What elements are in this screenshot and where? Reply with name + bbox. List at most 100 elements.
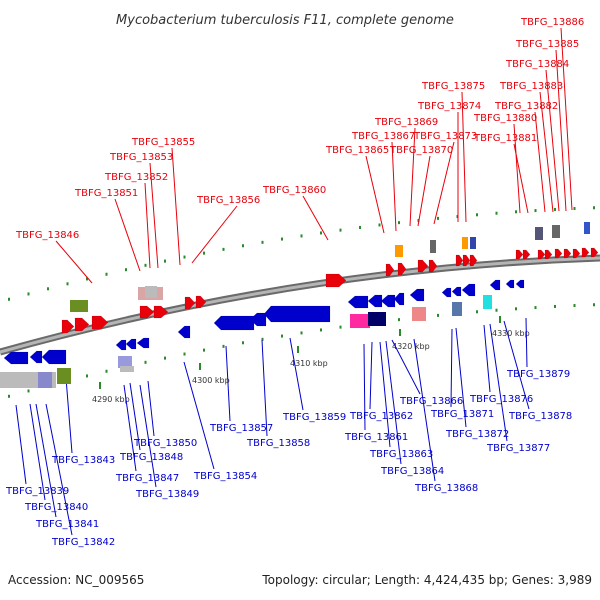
tick-dot bbox=[281, 334, 283, 338]
forward-label-connector bbox=[302, 195, 329, 241]
tick-dot bbox=[144, 263, 147, 267]
reverse-gene-label: TBFG_13839 bbox=[5, 486, 69, 497]
reverse-label-connector bbox=[261, 339, 268, 437]
reverse-label-connector bbox=[489, 323, 508, 442]
reverse-label-connector bbox=[525, 317, 528, 368]
tick-dot bbox=[222, 247, 225, 251]
reverse-gene-arrow bbox=[29, 350, 43, 364]
forward-gene-arrow bbox=[462, 254, 471, 267]
genome-summary-text: Topology: circular; Length: 4,424,435 bp… bbox=[262, 573, 592, 587]
tick-dot bbox=[476, 310, 478, 314]
forward-label-connector bbox=[513, 143, 529, 214]
forward-gene-label: TBFG_13881 bbox=[473, 133, 537, 144]
forward-gene-arrow bbox=[139, 305, 155, 319]
reverse-gene-label: TBFG_13863 bbox=[369, 449, 433, 460]
forward-label-connector bbox=[560, 27, 573, 211]
tick-dot bbox=[183, 255, 186, 259]
reverse-label-connector bbox=[183, 361, 215, 470]
tick-dot bbox=[495, 211, 498, 215]
reverse-gene-label: TBFG_13842 bbox=[51, 537, 115, 548]
tick-dot bbox=[534, 306, 537, 310]
tick-dot bbox=[281, 237, 283, 241]
forward-label-connector bbox=[55, 240, 93, 284]
tick-dot bbox=[222, 344, 225, 348]
reverse-label-connector bbox=[15, 404, 27, 485]
tick-dot bbox=[320, 328, 322, 332]
reverse-label-connector bbox=[483, 324, 491, 393]
tick-dot bbox=[47, 287, 49, 291]
forward-gene-arrow bbox=[469, 254, 478, 267]
forward-gene-arrow bbox=[153, 305, 169, 319]
backbone-highlight bbox=[0, 256, 600, 354]
reverse-label-connector bbox=[369, 341, 373, 410]
reverse-gene-arrow bbox=[249, 312, 267, 327]
reverse-gene-label: TBFG_13849 bbox=[135, 489, 199, 500]
reverse-label-connector bbox=[385, 340, 402, 465]
reverse-label-connector bbox=[413, 338, 436, 482]
tick-dot bbox=[86, 277, 88, 281]
tick-dot bbox=[593, 206, 595, 210]
forward-gene-label: TBFG_13873 bbox=[413, 131, 477, 142]
reverse-label-connector bbox=[29, 403, 46, 501]
reverse-label-connector bbox=[147, 380, 155, 437]
tick-dot bbox=[105, 272, 108, 276]
gene-box bbox=[452, 302, 462, 316]
forward-gene-label: TBFG_13865 bbox=[325, 145, 389, 156]
tick-dot bbox=[66, 282, 69, 286]
reverse-label-connector bbox=[503, 320, 530, 410]
tick-dot bbox=[125, 268, 127, 272]
forward-gene-arrow bbox=[184, 296, 196, 310]
tick-dot bbox=[203, 348, 205, 352]
reverse-gene-label: TBFG_13877 bbox=[486, 443, 550, 454]
tick-dot bbox=[27, 292, 30, 296]
tick-dot bbox=[183, 352, 186, 356]
forward-gene-label: TBFG_13846 bbox=[15, 230, 79, 241]
forward-gene-arrow bbox=[195, 295, 207, 309]
tick-dot bbox=[144, 360, 147, 364]
gene-box bbox=[470, 237, 476, 249]
reverse-gene-arrow bbox=[213, 315, 255, 331]
reverse-label-connector bbox=[225, 345, 231, 422]
reverse-gene-label: TBFG_13861 bbox=[344, 432, 408, 443]
forward-gene-label: TBFG_13867 bbox=[351, 131, 415, 142]
reverse-gene-label: TBFG_13866 bbox=[399, 396, 463, 407]
scale-tick-label: 4290 kbp bbox=[92, 395, 130, 404]
gene-box bbox=[0, 372, 30, 388]
reverse-gene-label: TBFG_13847 bbox=[115, 473, 179, 484]
forward-gene-arrow bbox=[385, 263, 395, 277]
forward-gene-arrow bbox=[563, 248, 572, 259]
gene-box bbox=[430, 240, 436, 253]
forward-gene-arrow bbox=[91, 315, 109, 330]
reverse-gene-arrow bbox=[347, 295, 369, 309]
gene-box bbox=[120, 366, 134, 372]
forward-gene-arrow bbox=[74, 317, 90, 332]
map-title: Mycobacterium tuberculosis F11, complete… bbox=[116, 13, 454, 28]
forward-gene-arrow bbox=[428, 259, 438, 273]
forward-gene-arrow bbox=[554, 248, 563, 259]
genome-backbone bbox=[0, 254, 600, 356]
reverse-label-connector bbox=[65, 377, 73, 454]
tick-dot bbox=[242, 244, 244, 248]
forward-gene-label: TBFG_13856 bbox=[196, 195, 260, 206]
forward-gene-label: TBFG_13883 bbox=[499, 81, 563, 92]
gene-box bbox=[368, 312, 386, 326]
forward-label-connector bbox=[171, 147, 181, 266]
accession-text: Accession: NC_009565 bbox=[8, 573, 145, 587]
reverse-gene-label: TBFG_13868 bbox=[414, 483, 478, 494]
reverse-gene-label: TBFG_13879 bbox=[506, 369, 570, 380]
forward-gene-label: TBFG_13851 bbox=[74, 188, 138, 199]
reverse-gene-arrow bbox=[505, 279, 515, 289]
tick-dot bbox=[573, 207, 576, 211]
tick-dot bbox=[515, 307, 517, 311]
reverse-gene-arrow bbox=[409, 288, 425, 302]
reverse-gene-arrow bbox=[177, 325, 191, 339]
scale-tick-label: 4300 kbp bbox=[192, 376, 230, 385]
reverse-gene-arrow bbox=[115, 339, 127, 351]
forward-gene-arrow bbox=[61, 319, 75, 334]
forward-gene-label: TBFG_13860 bbox=[262, 185, 326, 196]
tick-dot bbox=[339, 228, 342, 232]
forward-label-connector bbox=[433, 141, 455, 225]
reverse-gene-arrow bbox=[515, 279, 525, 289]
reverse-gene-label: TBFG_13850 bbox=[133, 438, 197, 449]
